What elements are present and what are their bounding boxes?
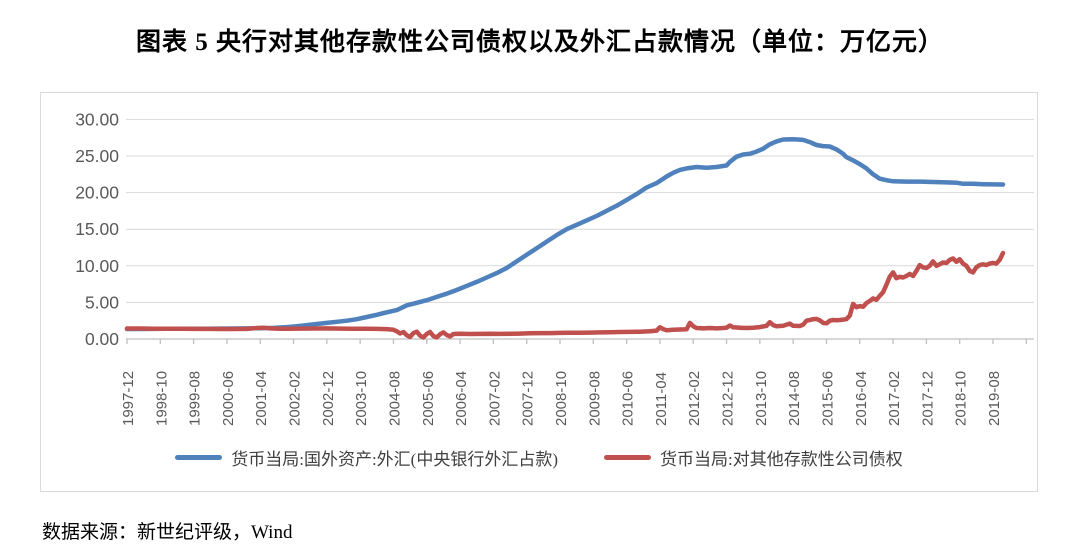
svg-text:2011-04: 2011-04 <box>653 372 670 426</box>
svg-text:2005-06: 2005-06 <box>420 371 437 426</box>
svg-text:5.00: 5.00 <box>85 292 119 312</box>
svg-text:25.00: 25.00 <box>75 146 119 166</box>
series-line-claims <box>124 250 1006 340</box>
svg-text:2008-10: 2008-10 <box>553 371 570 426</box>
svg-text:2004-08: 2004-08 <box>386 371 403 426</box>
x-axis <box>126 338 1034 344</box>
y-axis-labels: 0.00 5.00 10.00 15.00 20.00 25.00 30.00 <box>75 109 119 349</box>
svg-text:30.00: 30.00 <box>75 109 119 129</box>
svg-text:2017-12: 2017-12 <box>919 371 936 426</box>
gridlines <box>126 118 1034 303</box>
legend-label-claims: 货币当局:对其他存款性公司债权 <box>660 450 903 469</box>
legend-swatch-claims-red <box>604 455 652 460</box>
svg-text:2015-06: 2015-06 <box>819 371 836 426</box>
chart-title: 图表 5 央行对其他存款性公司债权以及外汇占款情况（单位：万亿元） <box>135 29 944 56</box>
svg-text:2001-04: 2001-04 <box>253 371 270 426</box>
svg-text:2016-04: 2016-04 <box>853 371 870 426</box>
svg-text:1999-08: 1999-08 <box>187 371 204 426</box>
svg-text:20.00: 20.00 <box>75 183 119 203</box>
svg-text:2010-06: 2010-06 <box>620 371 637 426</box>
svg-text:2012-12: 2012-12 <box>720 371 737 426</box>
svg-text:2000-06: 2000-06 <box>220 371 237 426</box>
x-axis-labels: 1997-12 1998-10 1999-08 2000-06 2001-04 2002-… <box>120 371 1003 426</box>
svg-text:15.00: 15.00 <box>75 219 119 239</box>
svg-text:2009-08: 2009-08 <box>586 371 603 426</box>
svg-text:2002-02: 2002-02 <box>287 371 304 426</box>
svg-text:0.00: 0.00 <box>85 329 119 349</box>
svg-text:2013-10: 2013-10 <box>753 371 770 426</box>
chart-legend: 货币当局:国外资产:外汇(中央银行外汇占款) 货币当局:对其他存款性公司债权 <box>41 445 1037 470</box>
svg-text:2019-08: 2019-08 <box>986 371 1003 426</box>
legend-item-claims: 货币当局:对其他存款性公司债权 <box>604 445 903 470</box>
svg-text:10.00: 10.00 <box>75 256 119 276</box>
svg-text:2002-12: 2002-12 <box>320 371 337 426</box>
svg-text:2018-10: 2018-10 <box>953 371 970 426</box>
svg-text:2006-04: 2006-04 <box>453 371 470 426</box>
svg-text:1997-12: 1997-12 <box>120 371 137 426</box>
svg-text:2014-08: 2014-08 <box>786 371 803 426</box>
svg-text:2012-02: 2012-02 <box>686 371 703 426</box>
svg-text:2007-12: 2007-12 <box>520 371 537 426</box>
chart-plot: 0.00 5.00 10.00 15.00 20.00 25.00 30.00 1997-12… <box>75 109 1034 426</box>
series-line-fx <box>124 136 1006 332</box>
svg-text:2007-02: 2007-02 <box>486 371 503 426</box>
source-note: 数据来源：新世纪评级，Wind <box>42 522 293 543</box>
legend-item-fx: 货币当局:国外资产:外汇(中央银行外汇占款) <box>175 445 558 470</box>
svg-text:1998-10: 1998-10 <box>153 371 170 426</box>
legend-swatch-fx-blue <box>175 455 223 460</box>
legend-label-fx: 货币当局:国外资产:外汇(中央银行外汇占款) <box>231 450 559 469</box>
svg-text:2017-02: 2017-02 <box>886 371 903 426</box>
svg-text:2003-10: 2003-10 <box>353 371 370 426</box>
chart-frame: 0.00 5.00 10.00 15.00 20.00 25.00 30.00 1997-12… <box>40 92 1038 492</box>
